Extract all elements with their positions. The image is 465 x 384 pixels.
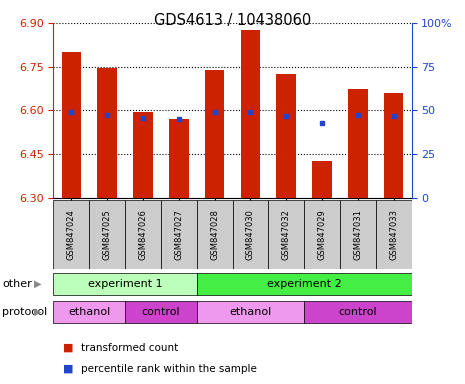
- Text: ■: ■: [63, 343, 73, 353]
- Text: GSM847032: GSM847032: [282, 209, 291, 260]
- Bar: [53, 273, 197, 295]
- Bar: [53, 200, 89, 269]
- Text: GSM847033: GSM847033: [389, 209, 398, 260]
- Bar: [268, 200, 304, 269]
- Bar: [97, 68, 117, 198]
- Text: control: control: [339, 307, 377, 317]
- Text: control: control: [141, 307, 180, 317]
- Text: GSM847027: GSM847027: [174, 209, 183, 260]
- Bar: [384, 93, 404, 198]
- Bar: [312, 161, 332, 198]
- Text: ■: ■: [63, 364, 73, 374]
- Bar: [89, 200, 125, 269]
- Bar: [304, 301, 412, 323]
- Bar: [340, 200, 376, 269]
- Text: ▶: ▶: [33, 307, 41, 317]
- Bar: [197, 273, 412, 295]
- Text: ethanol: ethanol: [68, 307, 110, 317]
- Bar: [125, 200, 161, 269]
- Text: percentile rank within the sample: percentile rank within the sample: [81, 364, 257, 374]
- Bar: [169, 119, 189, 198]
- Bar: [348, 89, 368, 198]
- Text: GSM847028: GSM847028: [210, 209, 219, 260]
- Text: experiment 1: experiment 1: [88, 279, 162, 289]
- Bar: [61, 52, 81, 198]
- Bar: [205, 70, 225, 198]
- Bar: [304, 200, 340, 269]
- Text: transformed count: transformed count: [81, 343, 179, 353]
- Text: GSM847031: GSM847031: [353, 209, 362, 260]
- Bar: [161, 200, 197, 269]
- Text: experiment 2: experiment 2: [267, 279, 341, 289]
- Bar: [125, 301, 197, 323]
- Text: GSM847030: GSM847030: [246, 209, 255, 260]
- Text: GSM847026: GSM847026: [139, 209, 147, 260]
- Text: other: other: [2, 279, 32, 289]
- Bar: [53, 301, 125, 323]
- Bar: [133, 112, 153, 198]
- Text: GSM847024: GSM847024: [67, 209, 76, 260]
- Bar: [232, 200, 268, 269]
- Text: GSM847029: GSM847029: [318, 209, 326, 260]
- Bar: [376, 200, 412, 269]
- Bar: [240, 30, 260, 198]
- Text: protocol: protocol: [2, 307, 47, 317]
- Text: ▶: ▶: [33, 279, 41, 289]
- Text: ethanol: ethanol: [229, 307, 272, 317]
- Text: GDS4613 / 10438060: GDS4613 / 10438060: [154, 13, 311, 28]
- Text: GSM847025: GSM847025: [103, 209, 112, 260]
- Bar: [276, 74, 296, 198]
- Bar: [197, 301, 304, 323]
- Bar: [197, 200, 232, 269]
